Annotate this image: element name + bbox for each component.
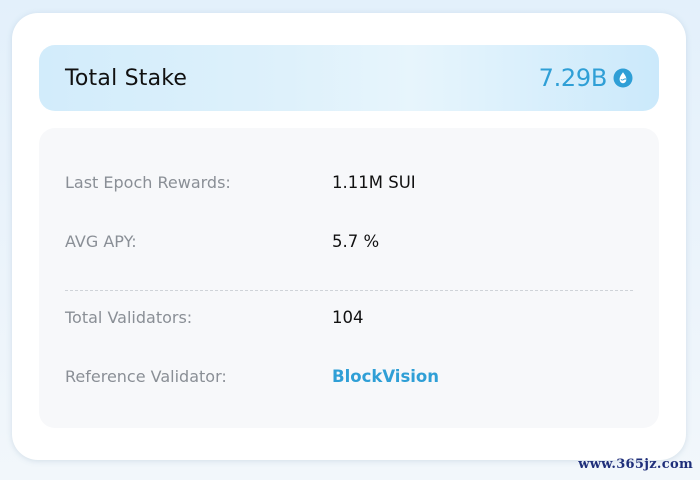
detail-row-reference-validator: Reference Validator: BlockVision bbox=[65, 363, 439, 389]
total-validators-value: 104 bbox=[332, 307, 364, 327]
total-stake-title: Total Stake bbox=[65, 65, 188, 91]
reference-validator-label: Reference Validator: bbox=[65, 366, 227, 386]
total-validators-label: Total Validators: bbox=[65, 307, 193, 327]
site-watermark: www.365jz.com bbox=[578, 457, 693, 472]
total-stake-value: 7.29B bbox=[538, 64, 608, 92]
total-stake-banner: Total Stake 7.29B bbox=[39, 45, 659, 111]
avg-apy-label: AVG APY: bbox=[65, 231, 137, 251]
detail-row-avg-apy: AVG APY: 5.7 % bbox=[65, 228, 379, 254]
detail-row-total-validators: Total Validators: 104 bbox=[65, 304, 364, 330]
details-divider bbox=[65, 290, 633, 291]
detail-row-last-epoch-rewards: Last Epoch Rewards: 1.11M SUI bbox=[65, 169, 416, 195]
last-epoch-rewards-value: 1.11M SUI bbox=[332, 172, 416, 192]
stake-details-panel: Last Epoch Rewards: 1.11M SUI AVG APY: 5… bbox=[39, 128, 659, 428]
sui-drop-icon bbox=[613, 68, 633, 88]
stats-card: Total Stake 7.29B Last Epoch Rewards: 1.… bbox=[12, 13, 686, 460]
reference-validator-link[interactable]: BlockVision bbox=[332, 366, 440, 386]
avg-apy-value: 5.7 % bbox=[332, 231, 380, 251]
last-epoch-rewards-label: Last Epoch Rewards: bbox=[65, 172, 231, 192]
total-stake-value-group: 7.29B bbox=[539, 64, 633, 92]
